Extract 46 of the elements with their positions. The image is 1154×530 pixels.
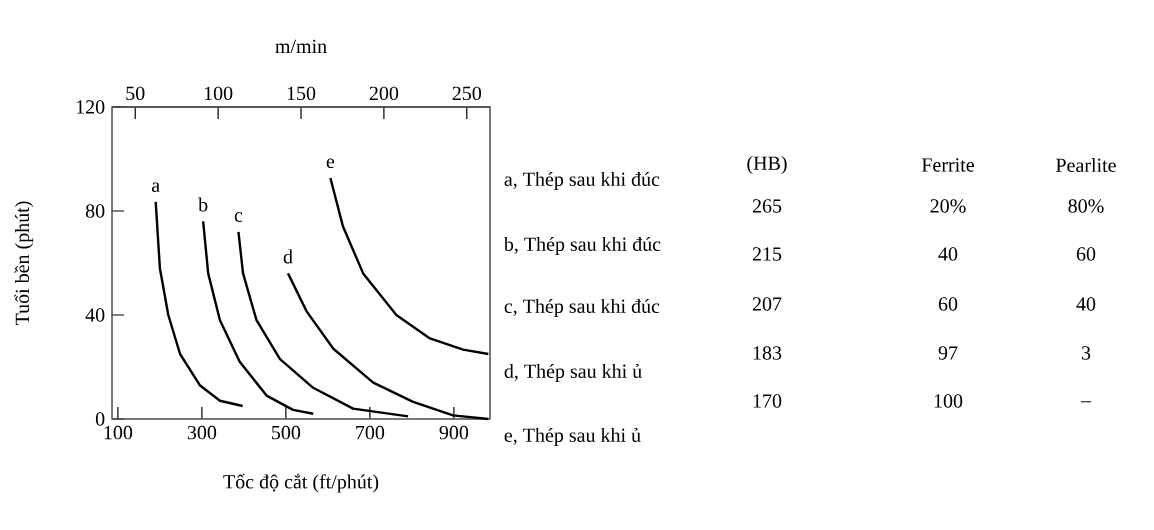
text: 40 bbox=[1076, 297, 1096, 311]
text: e, Thép sau khi ủ bbox=[504, 427, 641, 447]
series-label: b bbox=[198, 197, 208, 212]
series-label: d bbox=[283, 249, 293, 264]
x-tick-label: 300 bbox=[187, 425, 217, 440]
y-tick-label: 40 bbox=[85, 308, 105, 322]
x2-tick-label: 250 bbox=[452, 86, 482, 101]
x2-tick-label: 150 bbox=[287, 86, 316, 101]
text: 100 bbox=[934, 394, 963, 408]
text: 80% bbox=[1068, 199, 1104, 213]
x2-tick-label: 50 bbox=[126, 86, 145, 101]
x-tick-label: 700 bbox=[356, 425, 385, 440]
text: (HB) bbox=[747, 155, 787, 175]
text: Pearlite bbox=[1056, 157, 1116, 173]
x2-tick-label: 100 bbox=[204, 86, 233, 101]
text: d, Thép sau khi ủ bbox=[504, 363, 642, 383]
x2-axis-title: m/min bbox=[275, 39, 327, 54]
series-label: c bbox=[234, 212, 243, 222]
text: 183 bbox=[753, 346, 782, 360]
y-tick-label: 0 bbox=[95, 412, 105, 426]
text: 20% bbox=[930, 199, 966, 213]
text: 60 bbox=[938, 297, 958, 311]
text: 170 bbox=[753, 394, 782, 408]
line-series bbox=[329, 176, 490, 356]
x-tick-label: 900 bbox=[439, 425, 469, 440]
text: 97 bbox=[938, 346, 958, 360]
text: c, Thép sau khi đúc bbox=[504, 298, 660, 318]
text: 40 bbox=[938, 247, 958, 261]
text: a, Thép sau khi đúc bbox=[504, 171, 660, 191]
text: 215 bbox=[752, 247, 782, 261]
text: Ferrite bbox=[921, 158, 974, 172]
text: b, Thép sau khi đúc bbox=[503, 236, 661, 256]
series-label: e bbox=[326, 158, 335, 169]
x2-tick-label: 200 bbox=[369, 86, 399, 101]
x-axis-title: Tốc độ cắt (ft/phút) bbox=[223, 473, 379, 493]
text: 265 bbox=[752, 199, 782, 213]
y-tick-label: 120 bbox=[76, 100, 105, 114]
y-tick-label: 80 bbox=[85, 204, 105, 218]
text: 207 bbox=[752, 297, 782, 311]
series-label: a bbox=[151, 182, 160, 193]
y-axis-title: Tuổi bền (phút) bbox=[14, 201, 34, 326]
text: _ bbox=[1080, 401, 1092, 403]
text: 3 bbox=[1081, 346, 1091, 360]
x-tick-label: 500 bbox=[272, 425, 301, 440]
text: 60 bbox=[1076, 247, 1096, 261]
x-tick-label: 100 bbox=[104, 425, 133, 440]
